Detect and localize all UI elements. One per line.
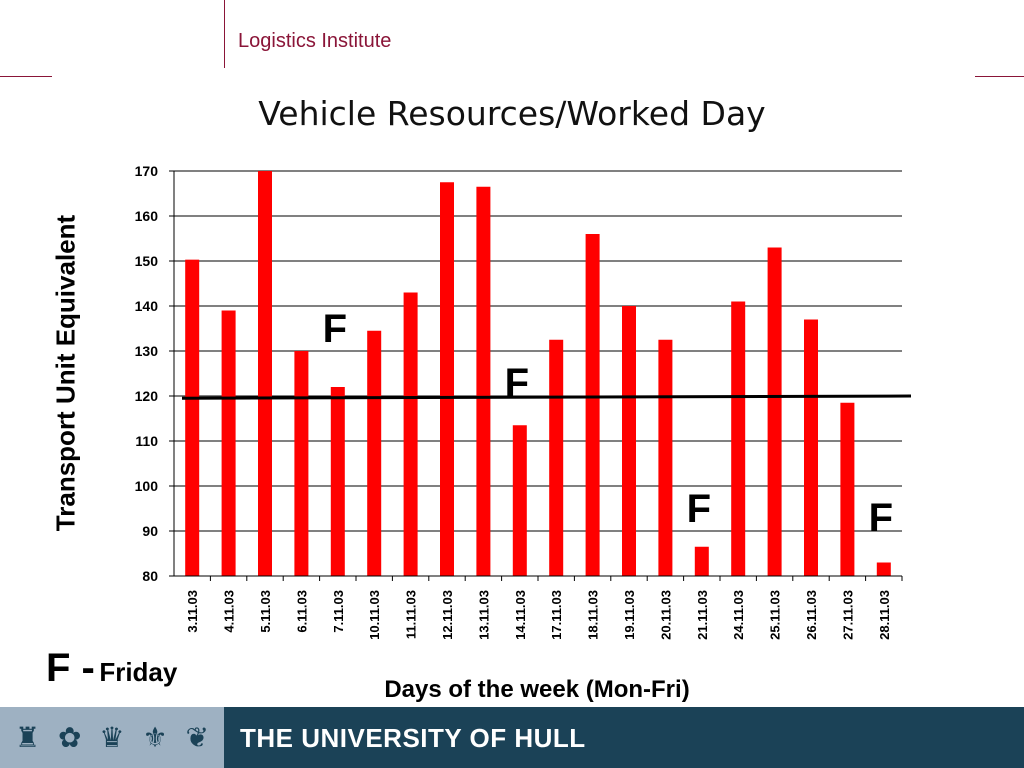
y-tick-label: 150 [135,253,159,269]
x-tick-label: 7.11.03 [331,590,346,633]
x-tick-label: 17.11.03 [549,590,564,640]
x-tick-label: 27.11.03 [840,590,855,640]
header-rule-right [975,76,1024,77]
y-tick-label: 80 [142,568,158,584]
rose-icon: ✿ [58,721,82,753]
bar [440,182,454,576]
bar [585,234,600,576]
annotations: F F F F [181,307,912,540]
x-tick-label: 21.11.03 [695,590,710,640]
gridlines [174,170,902,577]
x-tick-label: 14.11.03 [513,590,528,640]
bar [512,425,527,576]
x-axis-label: Days of the week (Mon-Fri) [384,676,690,703]
legend: F - Friday [46,646,177,691]
x-tick-label: 20.11.03 [658,590,673,640]
fleur-de-lis-icon: ⚜ [142,721,168,753]
footer-bar: ♜ ✿ ♛ ⚜ ❦ THE UNIVERSITY OF HULL [0,707,1024,768]
y-tick-label: 90 [142,523,158,539]
y-tick-label: 120 [135,388,159,404]
x-tick-label: 6.11.03 [294,590,309,633]
friday-annotation: F [505,361,529,405]
bar [658,339,673,576]
x-tick-label: 5.11.03 [258,590,273,633]
bar [221,310,236,576]
y-axis-label: Transport Unit Equivalent [50,214,81,532]
x-tick-label: 26.11.03 [804,590,819,640]
bar [804,319,818,576]
x-tick-label: 4.11.03 [222,590,237,633]
y-tick-label: 140 [135,298,159,314]
x-tick-label: 18.11.03 [586,590,601,640]
y-tick-label: 170 [135,163,159,179]
header-rule-left [0,76,52,77]
bar [476,186,491,576]
bar-chart: 80 90 100 110 120 130 140 150 160 170 3.11.03 4.11.… [135,163,912,640]
crest-panel: ♜ ✿ ♛ ⚜ ❦ [0,707,224,768]
x-tick-label: 11.11.03 [404,590,419,639]
x-tick-label: 25.11.03 [768,590,783,640]
friday-annotation: F [869,496,893,540]
crown-icon: ♛ [99,721,125,753]
y-tick-label: 110 [135,433,158,449]
bar [731,301,746,576]
x-tick-label: 24.11.03 [731,590,746,640]
y-tick-label: 160 [135,208,159,224]
bird-icon: ❦ [185,721,209,753]
bar [330,387,345,576]
bar [767,247,782,576]
bar [258,171,272,576]
axes [169,170,903,581]
bar [403,292,418,576]
university-name: THE UNIVERSITY OF HULL [240,723,586,753]
legend-meaning: Friday [99,657,178,687]
legend-symbol: F - [46,646,95,690]
friday-annotation: F [323,307,347,351]
bar [876,562,891,576]
bar [367,330,382,576]
reference-line [181,394,912,400]
tower-icon: ♜ [14,721,41,753]
y-tick-label: 100 [135,478,159,494]
bar [549,339,564,576]
x-tick-label: 3.11.03 [185,590,200,633]
x-tick-label: 28.11.03 [877,590,892,640]
tick-labels: 80 90 100 110 120 130 140 150 160 170 3.11.03 4.11.… [135,163,892,640]
header-divider [224,0,225,68]
bar [294,351,309,576]
bars [185,171,891,576]
chart-title: Vehicle Resources/Worked Day [258,94,766,133]
x-tick-label: 13.11.03 [476,590,491,640]
bar [694,546,709,576]
bar [185,259,200,576]
y-tick-label: 130 [135,343,159,359]
x-tick-label: 19.11.03 [622,590,637,640]
bar [622,306,636,576]
bar [840,402,855,576]
x-tick-label: 10.11.03 [367,590,382,640]
friday-annotation: F [687,487,711,531]
institute-name: Logistics Institute [238,30,392,52]
x-tick-label: 12.11.03 [440,590,455,640]
